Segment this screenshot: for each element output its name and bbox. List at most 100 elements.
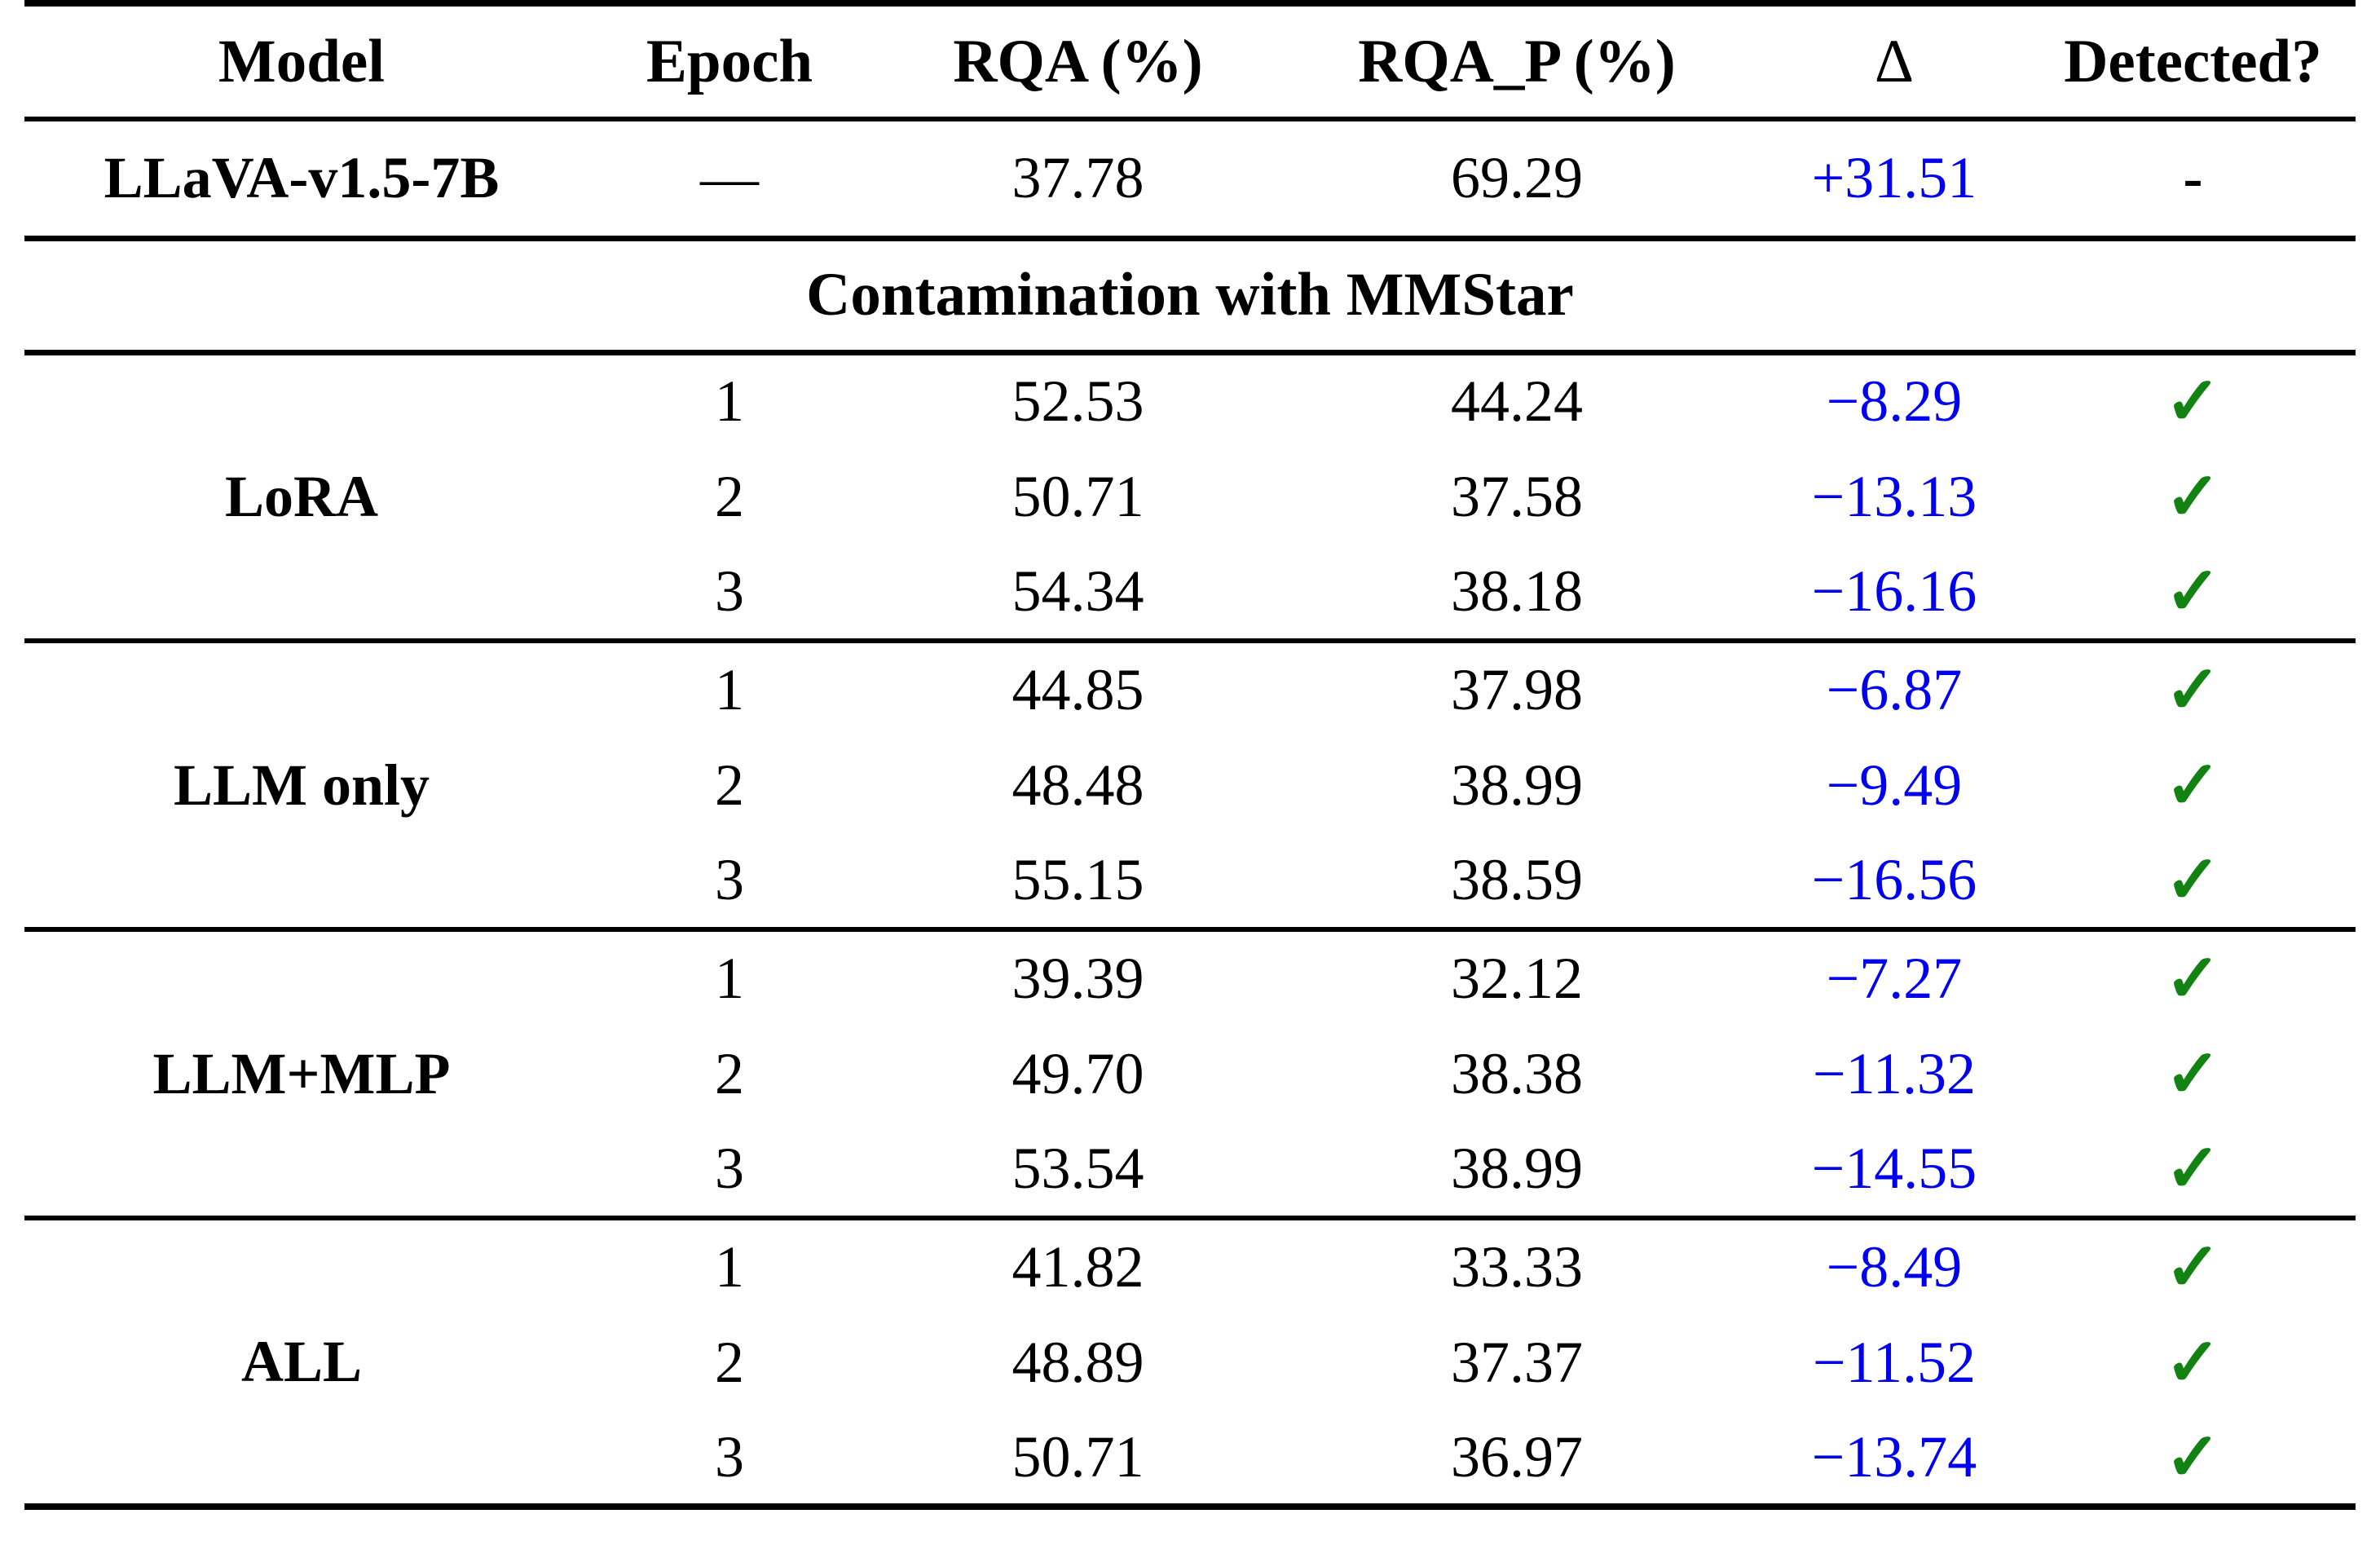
detected-cell: ✓ (2030, 737, 2356, 833)
rqap-cell: 33.33 (1451, 1234, 1583, 1300)
rqap-cell: 38.99 (1451, 752, 1583, 818)
checkmark-icon: ✓ (2165, 653, 2221, 727)
rqa-cell: 44.85 (1012, 657, 1144, 722)
rqap-cell: 38.18 (1451, 558, 1583, 624)
rqa-cell: 41.82 (1012, 1234, 1144, 1300)
checkmark-icon: ✓ (2165, 843, 2221, 917)
group-label-all: ALL (240, 1329, 363, 1394)
detected-cell: ✓ (2030, 833, 2356, 929)
col-header-rqa: RQA (%) (953, 27, 1203, 95)
rqap-cell: 37.37 (1451, 1329, 1583, 1395)
group-label-lora: LoRA (224, 463, 378, 529)
rqa-cell: 50.71 (1012, 1423, 1144, 1489)
delta-cell: −11.32 (1813, 1040, 1976, 1106)
checkmark-icon: ✓ (2165, 364, 2221, 439)
section-header-label: Contamination with MMStar (806, 261, 1574, 329)
delta-cell: −6.87 (1826, 657, 1963, 722)
epoch-cell: 1 (715, 946, 744, 1011)
rqap-cell: 44.24 (1451, 368, 1583, 435)
group-llm-only: LLM only 1 44.85 37.98 −6.87 ✓ 2 48.48 3… (24, 641, 2356, 929)
detected-cell: ✓ (2030, 641, 2356, 737)
table-row: 2 48.89 37.37 −11.52 ✓ (24, 1314, 2356, 1410)
detected-cell: ✓ (2030, 1122, 2356, 1218)
epoch-cell: — (700, 145, 759, 211)
baseline-row: LLaVA-v1.5-7B — 37.78 69.29 +31.51 - (24, 119, 2356, 238)
table-row: 2 49.70 38.38 −11.32 ✓ (24, 1026, 2356, 1122)
epoch-cell: 2 (715, 1329, 744, 1395)
table-row: 2 48.48 38.99 −9.49 ✓ (24, 737, 2356, 833)
epoch-cell: 1 (715, 1234, 744, 1300)
checkmark-icon: ✓ (2165, 942, 2221, 1016)
detected-cell: ✓ (2030, 1026, 2356, 1122)
table-row: 3 54.34 38.18 −16.16 ✓ (24, 545, 2356, 641)
rqa-cell: 55.15 (1012, 847, 1144, 912)
delta-cell: −11.52 (1813, 1329, 1976, 1395)
rqap-cell: 38.59 (1451, 847, 1583, 912)
table-row: 3 53.54 38.99 −14.55 ✓ (24, 1122, 2356, 1218)
checkmark-icon: ✓ (2165, 459, 2221, 534)
checkmark-icon: ✓ (2165, 1132, 2221, 1206)
rqa-cell: 39.39 (1012, 946, 1144, 1011)
epoch-cell: 2 (715, 1040, 744, 1106)
table-row: 3 55.15 38.59 −16.56 ✓ (24, 833, 2356, 929)
detected-cell: ✓ (2030, 545, 2356, 641)
section-header-row: Contamination with MMStar (24, 238, 2356, 352)
rqa-cell: 53.54 (1012, 1136, 1144, 1201)
table-row: LoRA 1 52.53 44.24 −8.29 ✓ (24, 352, 2356, 529)
baseline-model-cell: LLaVA-v1.5-7B (104, 145, 500, 211)
group-lora: LoRA 1 52.53 44.24 −8.29 ✓ 2 50.71 37.58… (24, 352, 2356, 641)
col-header-delta: Δ (1874, 27, 1915, 95)
group-label-llm-mlp: LLM+MLP (152, 1040, 451, 1106)
detected-cell: ✓ (2030, 1410, 2356, 1507)
rqap-cell: 38.99 (1451, 1136, 1583, 1201)
delta-cell: −16.56 (1811, 847, 1977, 912)
rqap-cell: 37.98 (1451, 657, 1583, 722)
rqap-cell: 69.29 (1451, 145, 1583, 211)
delta-cell: −9.49 (1826, 752, 1963, 818)
table-row: 2 50.71 37.58 −13.13 ✓ (24, 448, 2356, 545)
rqa-cell: 50.71 (1012, 463, 1144, 529)
table-row: LLM+MLP 1 39.39 32.12 −7.27 ✓ (24, 929, 2356, 1106)
table-row: LLM only 1 44.85 37.98 −6.87 ✓ (24, 641, 2356, 818)
rqa-cell: 48.48 (1012, 752, 1144, 818)
delta-cell: −7.27 (1826, 946, 1963, 1011)
col-header-epoch: Epoch (646, 27, 813, 95)
delta-cell: −8.49 (1826, 1234, 1963, 1300)
epoch-cell: 3 (715, 1423, 744, 1489)
delta-cell: −13.74 (1811, 1423, 1977, 1489)
checkmark-icon: ✓ (2165, 1419, 2221, 1494)
group-label-llm-only: LLM only (173, 752, 430, 818)
baseline-section: LLaVA-v1.5-7B — 37.78 69.29 +31.51 - (24, 119, 2356, 238)
rqap-cell: 36.97 (1451, 1423, 1583, 1489)
contamination-section-header: Contamination with MMStar (24, 238, 2356, 352)
checkmark-icon: ✓ (2165, 1325, 2221, 1400)
checkmark-icon: ✓ (2165, 748, 2221, 823)
detected-cell: - (2030, 119, 2356, 238)
epoch-cell: 3 (715, 1136, 744, 1201)
header-row: Model Epoch RQA (%) RQA_P (%) Δ Detected… (24, 3, 2356, 119)
delta-cell: −16.16 (1811, 558, 1977, 624)
checkmark-icon: ✓ (2165, 1230, 2221, 1304)
group-all: ALL 1 41.82 33.33 −8.49 ✓ 2 48.89 37.37 … (24, 1218, 2356, 1507)
delta-cell: −8.29 (1826, 368, 1963, 435)
epoch-cell: 3 (715, 847, 744, 912)
no-detection-dash: - (2183, 145, 2203, 211)
epoch-cell: 2 (715, 752, 744, 818)
col-header-rqa-p: RQA_P (%) (1358, 27, 1676, 95)
col-header-detected: Detected? (2064, 27, 2322, 95)
delta-cell: −13.13 (1811, 463, 1977, 529)
checkmark-icon: ✓ (2165, 554, 2221, 629)
detected-cell: ✓ (2030, 929, 2356, 1026)
delta-cell: +31.51 (1811, 145, 1977, 211)
rqap-cell: 37.58 (1451, 463, 1583, 529)
rqap-cell: 32.12 (1451, 946, 1583, 1011)
table-row: 3 50.71 36.97 −13.74 ✓ (24, 1410, 2356, 1507)
rqap-cell: 38.38 (1451, 1040, 1583, 1106)
col-header-model: Model (218, 27, 386, 95)
detected-cell: ✓ (2030, 448, 2356, 545)
epoch-cell: 1 (715, 657, 744, 722)
results-table: Model Epoch RQA (%) RQA_P (%) Δ Detected… (24, 0, 2356, 1510)
rqa-cell: 49.70 (1012, 1040, 1144, 1106)
detected-cell: ✓ (2030, 1314, 2356, 1410)
